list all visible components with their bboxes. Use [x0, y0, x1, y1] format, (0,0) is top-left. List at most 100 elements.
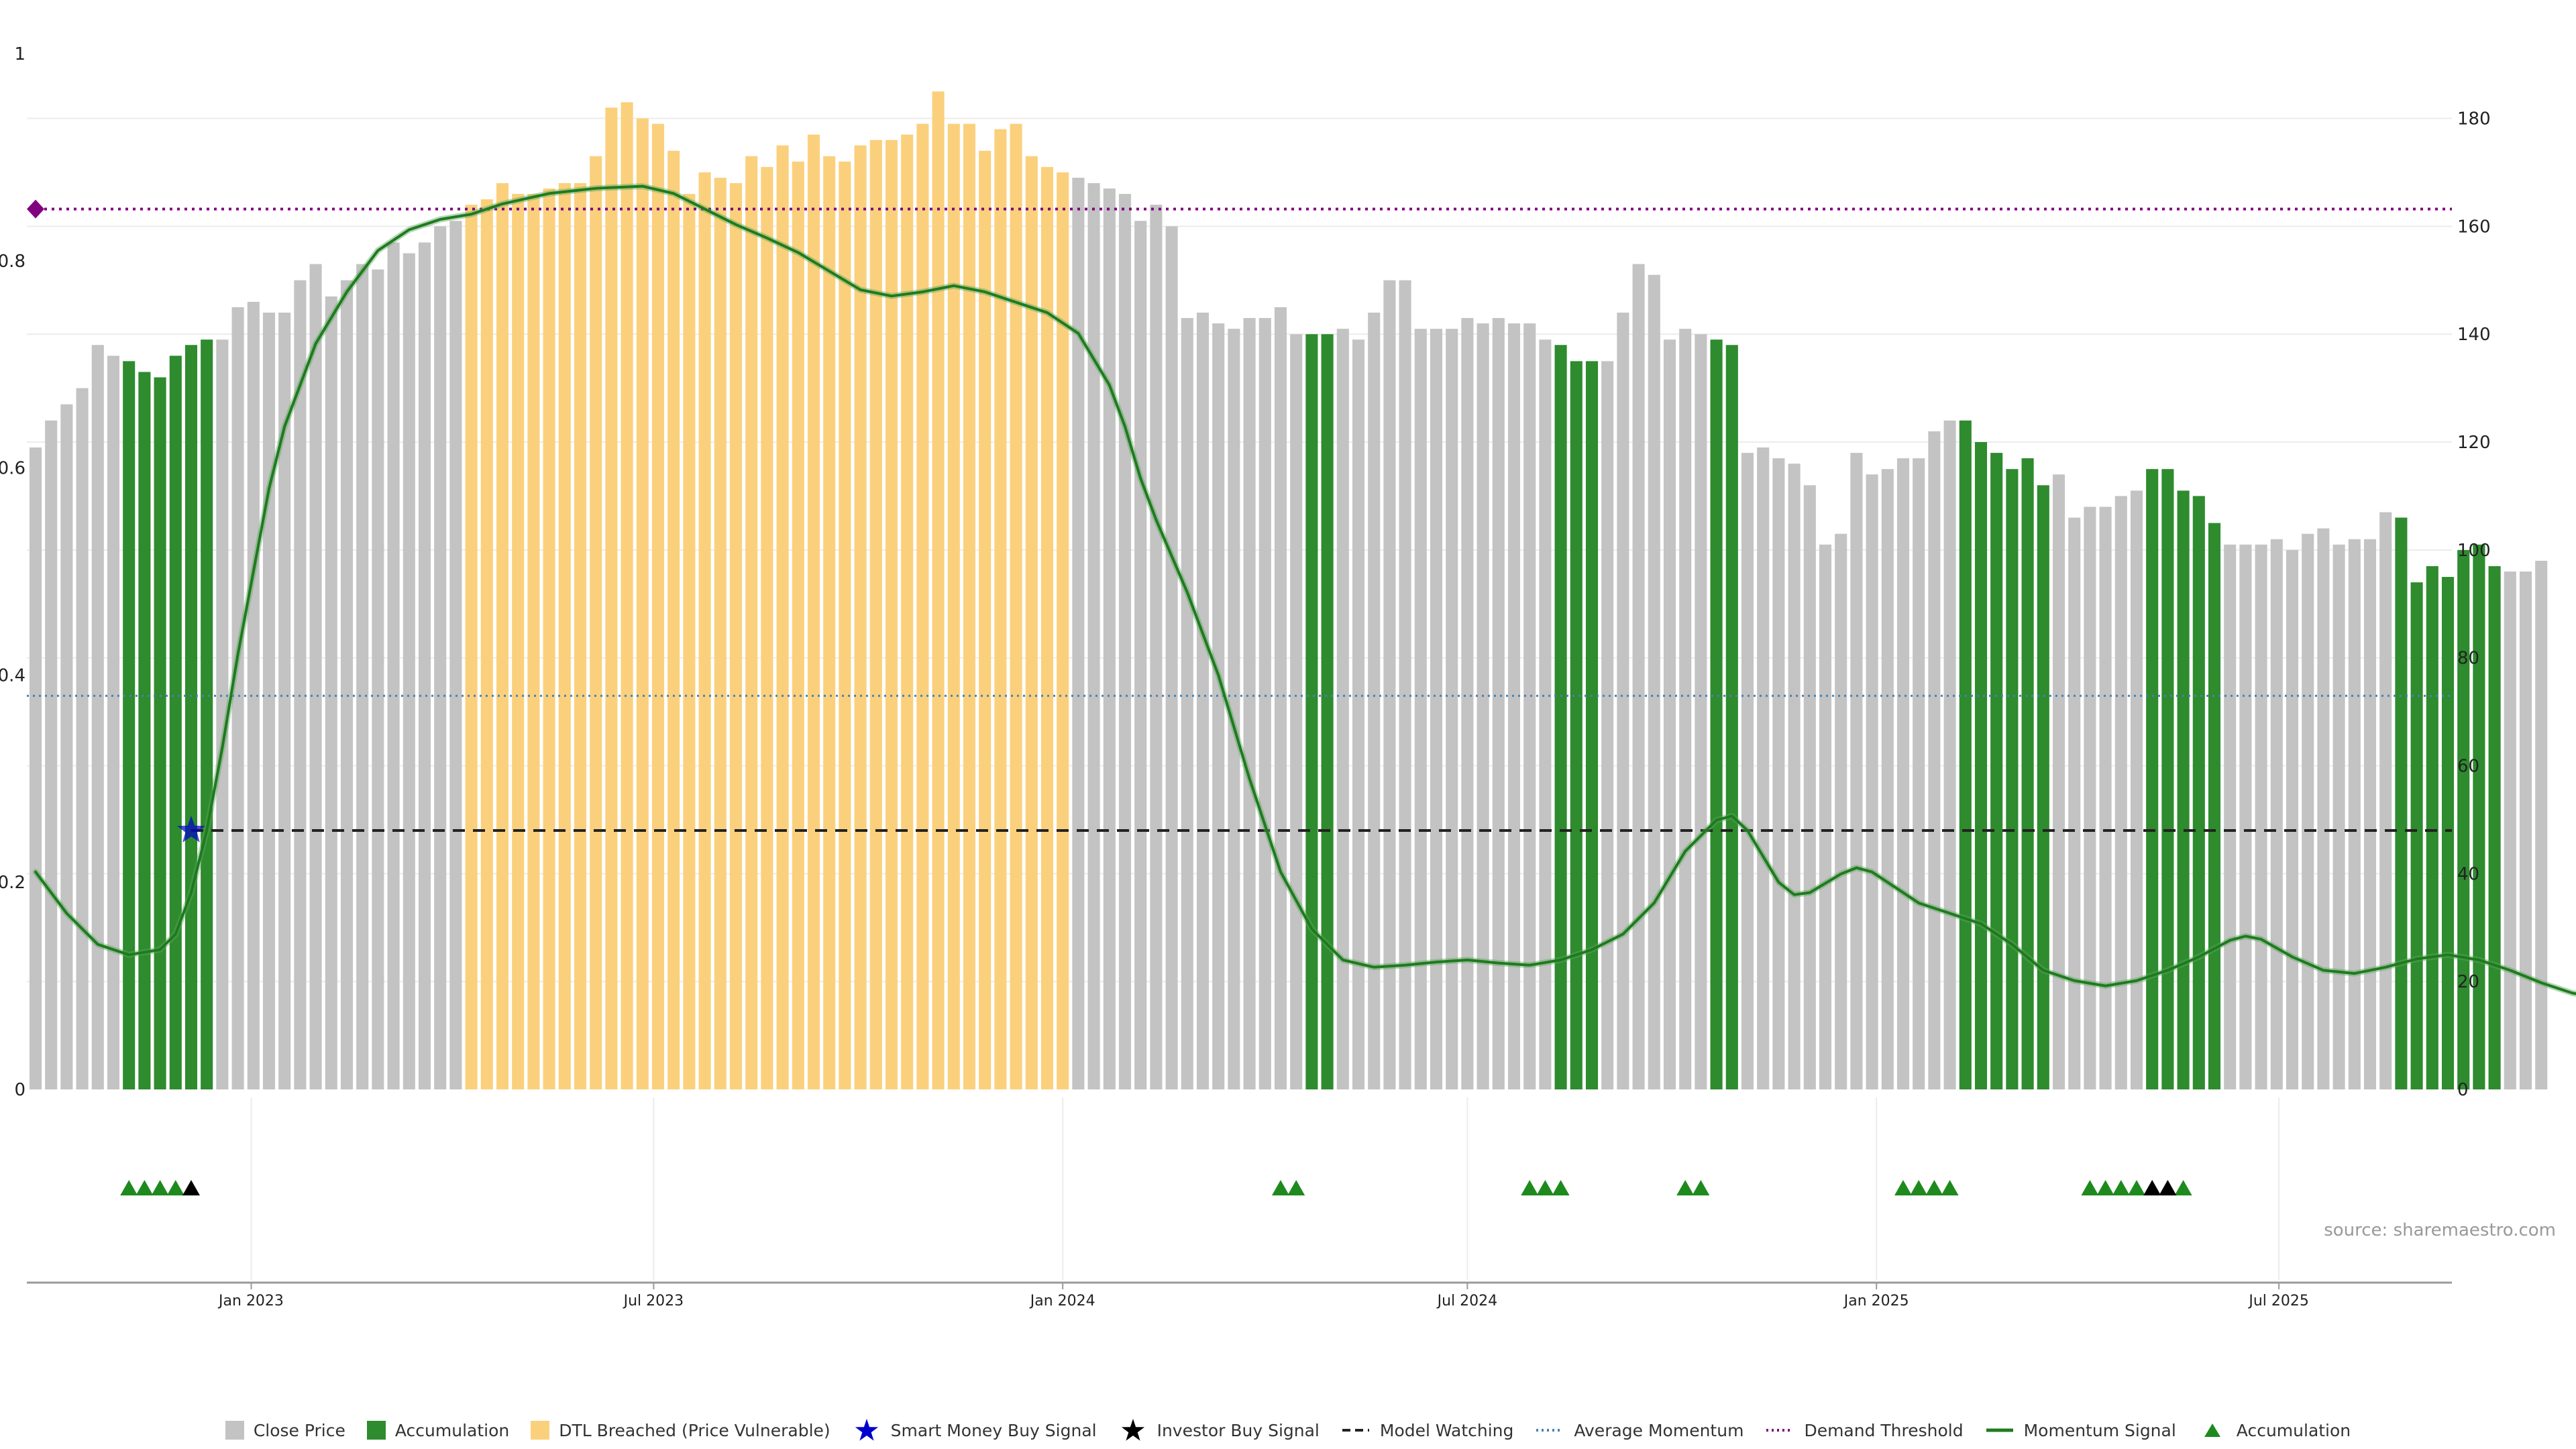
dtl-breached-bar: [885, 140, 898, 1090]
close-price-bar: [1866, 474, 1878, 1089]
close-price-bar: [1819, 544, 1832, 1089]
close-price-bar: [1539, 339, 1552, 1089]
close-price-bar: [1228, 329, 1240, 1089]
dtl-breached-bar: [792, 161, 804, 1089]
close-price-bar: [2379, 512, 2392, 1089]
close-price-bar: [372, 269, 384, 1090]
legend-label: DTL Breached (Price Vulnerable): [559, 1420, 830, 1440]
accumulation-marker: [1676, 1180, 1695, 1195]
close-price-bar: [1913, 458, 1925, 1089]
accumulation-marker: [1941, 1180, 1959, 1195]
dtl-breached-bar: [558, 183, 571, 1089]
close-price-bar: [2224, 544, 2237, 1089]
momentum-signal-line: [34, 184, 2576, 996]
accumulation-bar: [2037, 485, 2049, 1089]
accumulation-marker: [2096, 1180, 2114, 1195]
dtl-breached-bar: [714, 177, 727, 1089]
accumulation-marker: [1272, 1180, 1289, 1195]
legend-item-accumulation: Accumulation: [366, 1420, 510, 1440]
close-price-bar: [2084, 506, 2096, 1089]
close-price-bar: [2519, 572, 2532, 1089]
close-price-bar: [247, 301, 260, 1090]
dtl-breached-bar: [636, 118, 649, 1089]
close-price-bar: [1165, 226, 1178, 1089]
investor-buy-marker: [2143, 1180, 2161, 1195]
accumulation-bar: [184, 345, 198, 1089]
close-price-bar: [76, 388, 89, 1090]
dtl-breached-bar: [776, 145, 789, 1089]
close-price-bar: [1835, 533, 1847, 1089]
reference-lines: [27, 199, 2452, 832]
close-price-bar: [2239, 544, 2252, 1089]
legend-label: Close Price: [253, 1420, 345, 1440]
close-price-bar: [434, 226, 447, 1089]
right-axis-tick-label: 80: [2457, 649, 2479, 669]
close-price-bar: [402, 253, 415, 1090]
close-price-bar: [1477, 323, 1489, 1089]
close-price-bar: [309, 264, 322, 1089]
accumulation-marker: [1287, 1180, 1305, 1195]
right-axis-tick-label: 100: [2457, 541, 2491, 561]
dtl-breached-bar: [901, 134, 914, 1089]
price-bars: [29, 91, 2548, 1090]
accumulation-marker: [166, 1180, 184, 1195]
x-axis-tick-label: Jan 2024: [1029, 1293, 1095, 1309]
legend-item-avg-momentum: Average Momentum: [1535, 1418, 1743, 1442]
dtl-breached-bar: [1057, 172, 1069, 1090]
close-price-bar: [1507, 323, 1521, 1089]
legend-item-close: Close Price: [225, 1421, 345, 1440]
close-price-bar: [340, 280, 354, 1089]
accumulation-bar: [2457, 549, 2470, 1089]
accumulation-bar: [2161, 469, 2174, 1089]
close-price-bar: [1772, 458, 1785, 1089]
dtl-breached-bar: [947, 123, 960, 1090]
legend-item-watching: Model Watching: [1341, 1418, 1514, 1442]
legend-item-smart-money: Smart Money Buy Signal: [852, 1418, 1097, 1442]
legend-label: Smart Money Buy Signal: [890, 1420, 1097, 1440]
accumulation-bar: [1305, 334, 1318, 1090]
close-price-bar: [1118, 194, 1132, 1089]
dtl-breached-bar: [621, 102, 633, 1089]
close-price-bar: [1695, 334, 1707, 1090]
close-price-bar: [1196, 313, 1210, 1089]
close-price-bar: [1103, 189, 1116, 1090]
dtl-breached-bar: [543, 189, 555, 1090]
x-axis-tick-label: Jul 2025: [2247, 1293, 2309, 1309]
close-price-bar: [1258, 318, 1271, 1090]
close-price-bar: [1881, 469, 1894, 1089]
close-price-bar: [2286, 549, 2299, 1089]
close-price-bar: [1274, 307, 1287, 1089]
accumulation-bar: [123, 361, 136, 1089]
close-price-bar: [1243, 318, 1256, 1090]
accumulation-bar: [2208, 523, 2221, 1089]
accumulation-marker: [1910, 1180, 1928, 1195]
legend-label: Average Momentum: [1574, 1420, 1744, 1440]
accumulation-bar: [1710, 339, 1723, 1089]
close-price-bar: [2363, 539, 2377, 1089]
close-price-bar: [2068, 517, 2081, 1089]
star-icon: [1121, 1419, 1144, 1441]
close-price-bar: [278, 313, 291, 1089]
close-price-bar: [2535, 560, 2548, 1089]
accumulation-marker: [2174, 1180, 2192, 1195]
close-price-bar: [2114, 496, 2127, 1089]
close-price-bar: [60, 404, 73, 1089]
close-price-bar: [1943, 420, 1956, 1089]
accumulation-bar: [1585, 361, 1599, 1089]
dtl-breached-bar: [994, 129, 1007, 1089]
close-price-bar: [1523, 323, 1536, 1089]
close-price-bar: [1383, 280, 1396, 1089]
dtl-breached-bar: [932, 91, 945, 1090]
close-price-bar: [1181, 318, 1193, 1090]
close-price-bar: [1741, 453, 1754, 1089]
legend-label: Accumulation: [394, 1420, 510, 1440]
dotted-line-icon: [1766, 1429, 1794, 1432]
close-price-bar: [2255, 544, 2267, 1089]
legend-label: Model Watching: [1379, 1420, 1514, 1440]
left-axis-tick-label: 0.2: [0, 873, 25, 893]
accumulation-bar: [1725, 345, 1738, 1089]
dtl-breached-bar: [683, 194, 696, 1089]
close-price-bar: [1414, 329, 1427, 1089]
axis-ticks: 0 0.2 0.4 0.6 0.8 1 0 20 40 60 80 100 120 140 160 180 Ja…: [0, 44, 2491, 1309]
